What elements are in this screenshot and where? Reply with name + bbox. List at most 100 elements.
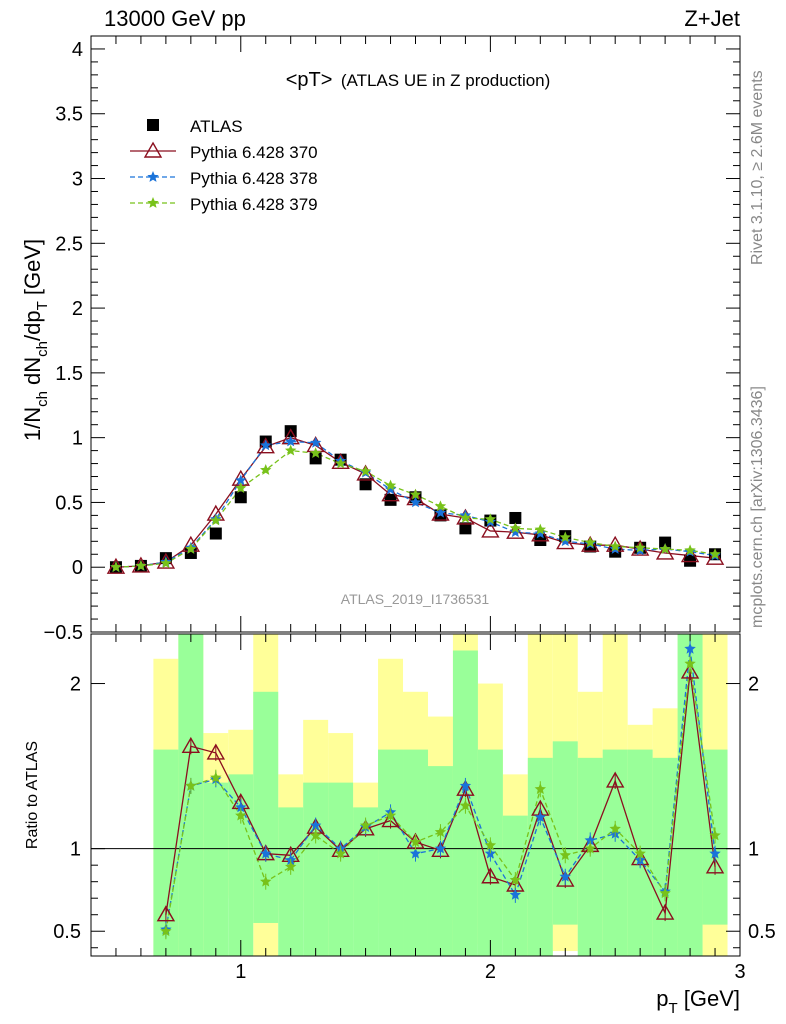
main-point-3 — [634, 541, 646, 553]
ratio-point-2 — [684, 657, 696, 669]
legend-label-1: Pythia 6.428 370 — [190, 143, 318, 162]
main-y-tick-label: 0.5 — [55, 492, 83, 514]
main-point-3 — [509, 522, 522, 534]
main-point-3 — [185, 543, 197, 554]
ratio-point-2 — [235, 809, 247, 821]
xlabel-part-c: [GeV] — [678, 986, 740, 1011]
main-y-tick-label: 4 — [72, 39, 83, 61]
title-sub: (ATLAS UE in Z production) — [341, 71, 550, 90]
main-point-3 — [484, 513, 497, 525]
band-green — [378, 749, 404, 956]
main-point-3 — [559, 531, 571, 543]
xlabel-part-b: T — [668, 1000, 677, 1017]
band-green — [203, 782, 229, 956]
ratio-point-1 — [584, 834, 596, 846]
main-point-2 — [409, 496, 422, 508]
legend-marker-3 — [147, 197, 159, 208]
main-point-3 — [609, 540, 621, 552]
band-green — [677, 634, 703, 956]
rivet-version-text: Rivet 3.1.10, ≥ 2.6M events — [749, 70, 766, 265]
ratio-point-0 — [556, 870, 575, 887]
main-point-0 — [509, 511, 522, 524]
ylabel-part-e: /dp — [20, 310, 45, 341]
main-point-0 — [309, 452, 322, 465]
band-green — [178, 634, 204, 956]
main-point-1 — [581, 535, 600, 552]
main-point-3 — [334, 457, 347, 469]
main-point-3 — [659, 543, 671, 554]
main-point-3 — [584, 536, 596, 548]
ylabel-part-a: 1/N — [20, 407, 45, 441]
ratio-point-2 — [534, 783, 547, 795]
ratio-point-2 — [260, 875, 272, 887]
ratio-point-1 — [684, 642, 696, 654]
ratio-point-0 — [655, 903, 675, 920]
ratio-y-tick-label-right: 2 — [748, 674, 759, 696]
main-point-3 — [709, 548, 721, 560]
ratio-y-tick-label-right: 0.5 — [748, 921, 776, 943]
ratio-point-1 — [534, 811, 547, 823]
main-point-2 — [534, 527, 547, 539]
main-series-line-3 — [115, 449, 716, 568]
band-green — [303, 782, 329, 956]
ratio-point-2 — [434, 826, 447, 838]
main-point-0 — [234, 491, 247, 504]
ylabel-part-d: ch — [34, 341, 51, 357]
band-green — [328, 782, 354, 956]
main-y-tick-label: 1 — [72, 428, 83, 450]
main-point-3 — [384, 479, 397, 491]
main-point-3 — [434, 500, 447, 512]
ratio-point-2 — [334, 847, 347, 859]
main-point-3 — [459, 511, 472, 523]
main-point-1 — [481, 521, 500, 538]
main-y-tick-label: 3 — [72, 169, 83, 191]
ratio-point-1 — [709, 847, 721, 859]
ratio-point-1 — [235, 801, 247, 813]
main-y-axis-label: 1/Nch dNch/dpT [GeV] — [20, 239, 51, 441]
ratio-point-0 — [481, 867, 500, 884]
main-point-0 — [184, 546, 197, 559]
ylabel-part-f: T — [34, 301, 51, 310]
plot-title: <pT> (ATLAS UE in Z production) — [286, 69, 551, 91]
main-point-0 — [209, 527, 222, 540]
series-marks — [106, 425, 725, 940]
legend: ATLAS Pythia 6.428 370 Pythia 6.428 378 Pyt… — [130, 117, 318, 214]
main-point-1 — [556, 533, 575, 550]
ratio-y-tick-label-right: 1 — [748, 839, 759, 861]
main-point-3 — [534, 523, 547, 535]
ratio-point-1 — [459, 779, 472, 791]
ratio-y-axis-label: Ratio to ATLAS — [24, 741, 41, 849]
ratio-point-0 — [680, 662, 700, 679]
main-y-tick-label: 0 — [72, 557, 83, 579]
ratio-point-2 — [584, 842, 596, 854]
main-point-3 — [210, 514, 222, 526]
legend-marker-2 — [147, 171, 159, 182]
main-point-1 — [381, 485, 400, 502]
main-point-3 — [409, 488, 422, 500]
band-green — [652, 757, 678, 956]
legend-label-3: Pythia 6.428 379 — [190, 195, 318, 214]
ratio-point-2 — [459, 799, 472, 811]
main-point-3 — [684, 544, 696, 556]
ratio-point-2 — [210, 771, 222, 783]
ratio-bands — [153, 634, 728, 956]
legend-label-0: ATLAS — [190, 117, 243, 136]
header-right: Z+Jet — [684, 6, 740, 31]
legend-marker-1 — [143, 141, 163, 158]
ratio-point-2 — [484, 839, 497, 851]
ylabel-part-g: [GeV] — [20, 239, 45, 301]
ylabel-part-b: ch — [34, 391, 51, 407]
main-point-1 — [531, 525, 550, 542]
ratio-point-1 — [434, 842, 447, 854]
ylabel-part-c: dN — [20, 357, 45, 391]
ratio-point-1 — [309, 819, 322, 831]
header-left: 13000 GeV pp — [104, 6, 246, 31]
ratio-point-2 — [359, 819, 372, 831]
main-point-2 — [434, 506, 447, 518]
main-point-3 — [135, 559, 147, 571]
x-tick-label: 1 — [235, 961, 246, 983]
ratio-y-tick-label: 0.5 — [53, 921, 81, 943]
main-point-3 — [235, 482, 247, 494]
ratio-point-0 — [456, 779, 475, 796]
ratio-point-2 — [634, 847, 646, 859]
